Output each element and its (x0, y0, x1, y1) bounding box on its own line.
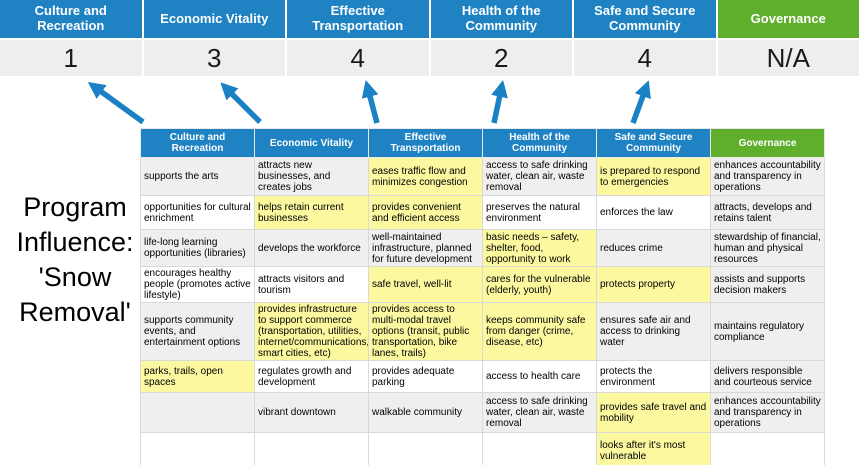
influence-arrow-2 (220, 82, 262, 124)
priority-header-6: Governance (717, 0, 859, 38)
matrix-row-3: life-long learning opportunities (librar… (140, 229, 825, 267)
matrix-cell-r3-c6: stewardship of financial, human and phys… (710, 229, 825, 267)
matrix-cell-r5-c4: keeps community safe from danger (crime,… (482, 302, 597, 361)
priorities-banner: Culture and Recreation Economic Vitality E… (0, 0, 859, 38)
priority-score-5: 4 (574, 40, 716, 76)
matrix-cell-r3-c5: reduces crime (596, 229, 711, 267)
priority-score-4: 2 (430, 40, 572, 76)
matrix-cell-r8-c5: looks after it's most vulnerable (596, 432, 711, 465)
matrix-cell-r1-c4: access to safe drinking water, clean air… (482, 157, 597, 196)
matrix-cell-r6-c5: protects the environment (596, 360, 711, 393)
matrix-row-4: encourages healthy people (promotes acti… (140, 266, 825, 303)
slide-title-line: Influence: (16, 227, 134, 258)
matrix-header-3: Effective Transportation (368, 128, 483, 158)
priority-header-3: Effective Transportation (287, 0, 429, 38)
matrix-cell-r3-c3: well-maintained infrastructure, planned … (368, 229, 483, 267)
matrix-cell-r6-c4: access to health care (482, 360, 597, 393)
matrix-cell-r6-c1: parks, trails, open spaces (140, 360, 255, 393)
matrix-cell-r4-c5: protects property (596, 266, 711, 303)
priority-score-2: 3 (143, 40, 285, 76)
matrix-cell-r1-c6: enhances accountability and transparency… (710, 157, 825, 196)
matrix-cell-r7-c2: vibrant downtown (254, 392, 369, 433)
matrix-cell-r7-c5: provides safe travel and mobility (596, 392, 711, 433)
matrix-row-1: supports the arts attracts new businesses… (140, 157, 825, 196)
matrix-cell-r8-c2 (254, 432, 369, 465)
influence-arrow-3 (361, 80, 380, 124)
matrix-row-5: supports community events, and entertain… (140, 302, 825, 361)
matrix-row-8: looks after it's most vulnerable (140, 432, 825, 465)
influence-arrows (87, 79, 651, 125)
matrix-cell-r5-c5: ensures safe air and access to drinking … (596, 302, 711, 361)
matrix-cell-r8-c6 (710, 432, 825, 465)
priority-header-2: Economic Vitality (143, 0, 285, 38)
matrix-cell-r5-c3: provides access to multi-modal travel op… (368, 302, 483, 361)
matrix-cell-r7-c6: enhances accountability and transparency… (710, 392, 825, 433)
slide-title: Program Influence: 'Snow Removal' (0, 190, 150, 330)
matrix-cell-r4-c4: cares for the vulnerable (elderly, youth… (482, 266, 597, 303)
matrix-cell-r1-c1: supports the arts (140, 157, 255, 196)
priority-header-1: Culture and Recreation (0, 0, 142, 38)
priority-header-5: Safe and Secure Community (574, 0, 716, 38)
matrix-cell-r6-c2: regulates growth and development (254, 360, 369, 393)
priority-score-6: N/A (717, 40, 859, 76)
matrix-cell-r4-c2: attracts visitors and tourism (254, 266, 369, 303)
matrix-cell-r1-c2: attracts new businesses, and creates job… (254, 157, 369, 196)
matrix-cell-r6-c3: provides adequate parking (368, 360, 483, 393)
matrix-cell-r3-c2: develops the workforce (254, 229, 369, 267)
matrix-cell-r5-c2: provides infrastructure to support comme… (254, 302, 369, 361)
matrix-cell-r2-c4: preserves the natural environment (482, 195, 597, 230)
matrix-cell-r4-c6: assists and supports decision makers (710, 266, 825, 303)
matrix-cell-r1-c3: eases traffic flow and minimizes congest… (368, 157, 483, 196)
matrix-cell-r2-c3: provides convenient and efficient access (368, 195, 483, 230)
matrix-header-2: Economic Vitality (254, 128, 369, 158)
influence-arrow-1 (87, 81, 145, 125)
matrix-cell-r1-c5: is prepared to respond to emergencies (596, 157, 711, 196)
matrix-cell-r5-c1: supports community events, and entertain… (140, 302, 255, 361)
matrix-header-6: Governance (710, 128, 825, 158)
matrix-header-5: Safe and Secure Community (596, 128, 711, 158)
matrix-cell-r4-c3: safe travel, well-lit (368, 266, 483, 303)
matrix-header-4: Health of the Community (482, 128, 597, 158)
priority-header-4: Health of the Community (430, 0, 572, 38)
matrix-cell-r8-c1 (140, 432, 255, 465)
priority-score-3: 4 (287, 40, 429, 76)
matrix-cell-r7-c3: walkable community (368, 392, 483, 433)
matrix-cell-r3-c1: life-long learning opportunities (librar… (140, 229, 255, 267)
matrix-cell-r4-c1: encourages healthy people (promotes acti… (140, 266, 255, 303)
matrix-row-6: parks, trails, open spaces regulates grow… (140, 360, 825, 393)
slide-title-line: Removal' (19, 297, 131, 328)
matrix-cell-r6-c6: delivers responsible and courteous servi… (710, 360, 825, 393)
matrix-cell-r7-c4: access to safe drinking water, clean air… (482, 392, 597, 433)
matrix-cell-r3-c4: basic needs – safety, shelter, food, opp… (482, 229, 597, 267)
matrix-cell-r8-c3 (368, 432, 483, 465)
priorities-matrix: Culture and Recreation Economic Vitality E… (140, 128, 825, 465)
influence-arrow-5 (630, 80, 651, 124)
matrix-body: supports the arts attracts new businesses… (140, 157, 825, 465)
matrix-row-2: opportunities for cultural enrichment hel… (140, 195, 825, 230)
slide-title-line: Program (23, 192, 127, 222)
matrix-cell-r2-c2: helps retain current businesses (254, 195, 369, 230)
influence-arrow-4 (491, 79, 508, 124)
matrix-cell-r2-c1: opportunities for cultural enrichment (140, 195, 255, 230)
matrix-cell-r5-c6: maintains regulatory compliance (710, 302, 825, 361)
matrix-cell-r7-c1 (140, 392, 255, 433)
matrix-head: Culture and Recreation Economic Vitality E… (140, 128, 825, 158)
slide-title-line: 'Snow (38, 262, 112, 293)
matrix-cell-r2-c5: enforces the law (596, 195, 711, 230)
scores-row: 1 3 4 2 4 N/A (0, 40, 859, 76)
matrix-row-7: vibrant downtown walkable community access… (140, 392, 825, 433)
matrix-cell-r8-c4 (482, 432, 597, 465)
priority-score-1: 1 (0, 40, 142, 76)
matrix-cell-r2-c6: attracts, develops and retains talent (710, 195, 825, 230)
matrix-header-1: Culture and Recreation (140, 128, 255, 158)
